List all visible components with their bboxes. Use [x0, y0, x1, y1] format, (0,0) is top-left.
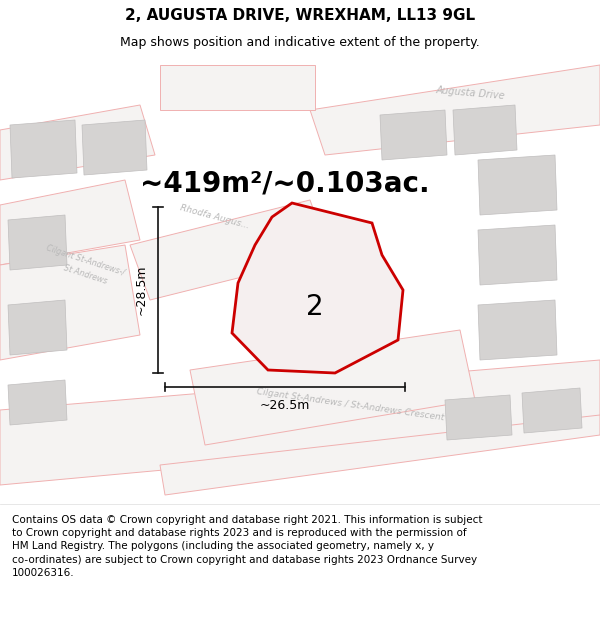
- Polygon shape: [190, 330, 475, 445]
- Polygon shape: [478, 225, 557, 285]
- Polygon shape: [453, 105, 517, 155]
- Text: Contains OS data © Crown copyright and database right 2021. This information is : Contains OS data © Crown copyright and d…: [12, 515, 482, 578]
- Polygon shape: [160, 65, 315, 110]
- Polygon shape: [522, 388, 582, 433]
- Polygon shape: [0, 245, 140, 360]
- Polygon shape: [160, 415, 600, 495]
- Polygon shape: [252, 260, 350, 328]
- Text: St Andrews: St Andrews: [62, 264, 108, 286]
- Polygon shape: [82, 120, 147, 175]
- Polygon shape: [8, 380, 67, 425]
- Text: 2, AUGUSTA DRIVE, WREXHAM, LL13 9GL: 2, AUGUSTA DRIVE, WREXHAM, LL13 9GL: [125, 8, 475, 23]
- Text: Cilgant St-Andrews-/: Cilgant St-Andrews-/: [44, 243, 125, 277]
- Text: ~419m²/~0.103ac.: ~419m²/~0.103ac.: [140, 169, 430, 197]
- Polygon shape: [478, 300, 557, 360]
- Text: Map shows position and indicative extent of the property.: Map shows position and indicative extent…: [120, 36, 480, 49]
- Polygon shape: [310, 65, 600, 155]
- Polygon shape: [8, 300, 67, 355]
- Text: 2: 2: [306, 293, 324, 321]
- Polygon shape: [478, 155, 557, 215]
- Polygon shape: [232, 203, 403, 373]
- Polygon shape: [10, 120, 77, 178]
- Polygon shape: [380, 110, 447, 160]
- Text: ~28.5m: ~28.5m: [134, 265, 147, 315]
- Text: Rhodfa Augus...: Rhodfa Augus...: [179, 203, 251, 231]
- Polygon shape: [130, 200, 330, 300]
- Text: Cilgant St-Andrews / St-Andrews Crescent: Cilgant St-Andrews / St-Andrews Crescent: [256, 388, 445, 422]
- Polygon shape: [0, 105, 155, 180]
- Polygon shape: [0, 360, 600, 485]
- Text: Augusta Drive: Augusta Drive: [435, 85, 505, 101]
- Text: ~26.5m: ~26.5m: [260, 399, 310, 412]
- Polygon shape: [8, 215, 67, 270]
- Polygon shape: [0, 180, 140, 265]
- Polygon shape: [445, 395, 512, 440]
